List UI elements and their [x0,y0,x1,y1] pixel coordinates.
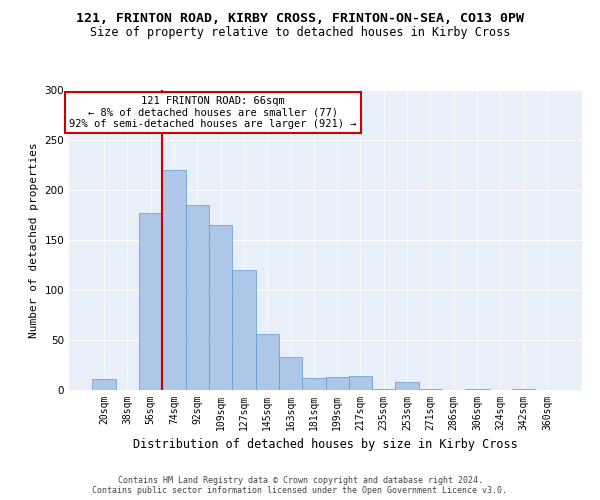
Y-axis label: Number of detached properties: Number of detached properties [29,142,39,338]
Bar [92,379,116,390]
Text: Contains HM Land Registry data © Crown copyright and database right 2024.
Contai: Contains HM Land Registry data © Crown c… [92,476,508,495]
Bar [395,382,419,390]
Bar [466,389,489,390]
Bar [256,334,279,390]
Bar [162,170,185,390]
Bar [349,376,372,390]
Bar [325,377,349,390]
Bar [209,225,232,390]
Text: 121 FRINTON ROAD: 66sqm
← 8% of detached houses are smaller (77)
92% of semi-det: 121 FRINTON ROAD: 66sqm ← 8% of detached… [69,96,356,129]
Bar [185,205,209,390]
Bar [372,389,395,390]
Bar [232,270,256,390]
Bar [279,357,302,390]
Bar [512,389,535,390]
X-axis label: Distribution of detached houses by size in Kirby Cross: Distribution of detached houses by size … [133,438,518,452]
Bar [419,389,442,390]
Bar [139,213,162,390]
Text: Size of property relative to detached houses in Kirby Cross: Size of property relative to detached ho… [90,26,510,39]
Bar [302,378,325,390]
Text: 121, FRINTON ROAD, KIRBY CROSS, FRINTON-ON-SEA, CO13 0PW: 121, FRINTON ROAD, KIRBY CROSS, FRINTON-… [76,12,524,26]
